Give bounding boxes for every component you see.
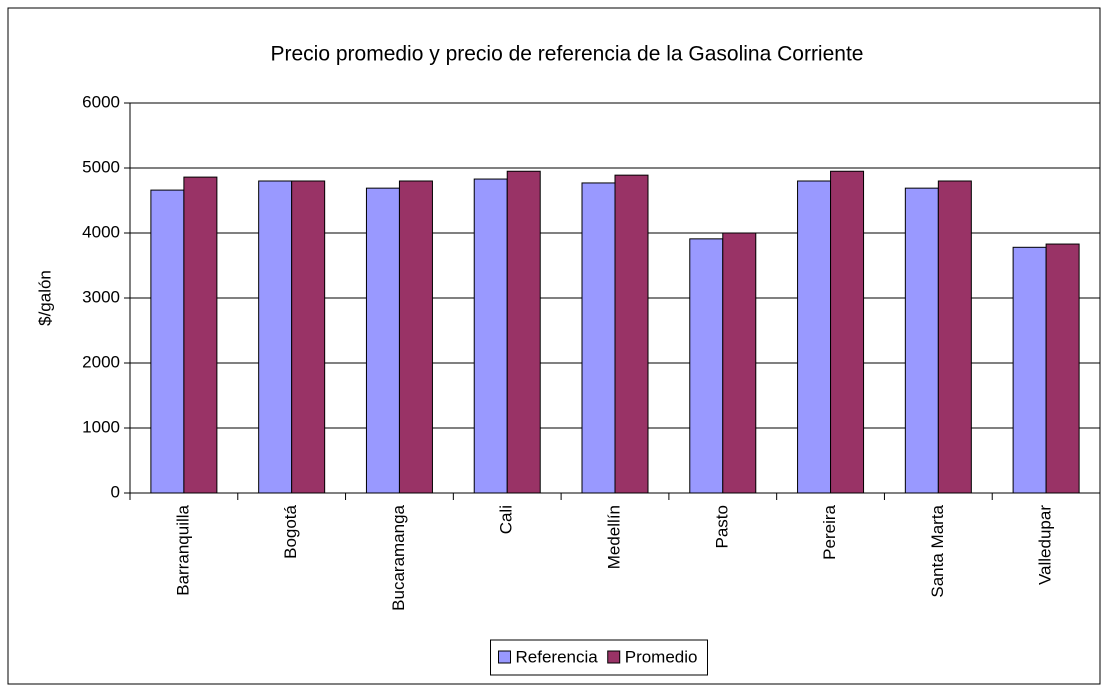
x-tick-label: Pasto (712, 505, 731, 548)
legend-label: Referencia (516, 647, 599, 666)
bar (150, 189, 185, 494)
x-tick-label: Cali (497, 505, 516, 534)
bar (937, 180, 972, 494)
y-tick-label: 2000 (82, 352, 120, 371)
bar (291, 180, 326, 494)
bar (1012, 246, 1047, 494)
y-tick-label: 4000 (82, 222, 120, 241)
bar (614, 174, 649, 494)
bar (722, 232, 757, 494)
bar (473, 178, 508, 494)
legend: Referencia Promedio (490, 639, 708, 676)
x-tick-label: Pereira (820, 504, 839, 559)
bar (183, 176, 218, 494)
bar (398, 180, 433, 494)
bar (1045, 243, 1080, 494)
x-tick-label: Medellín (604, 505, 623, 569)
legend-box (490, 639, 708, 676)
bar (904, 187, 939, 494)
y-tick-label: 6000 (82, 92, 120, 111)
x-tick-label: Valledupar (1036, 505, 1055, 585)
y-tick-label: 0 (111, 482, 120, 501)
bar (797, 180, 832, 494)
y-tick-label: 1000 (82, 417, 120, 436)
x-tick-label: Barranquilla (173, 504, 192, 595)
y-axis-label: $/galón (35, 270, 54, 326)
bar (581, 182, 616, 494)
y-tick-label: 3000 (82, 287, 120, 306)
x-tick-label: Bogotá (281, 504, 300, 558)
x-tick-label: Santa Marta (928, 504, 947, 597)
legend-swatch (498, 650, 512, 664)
x-tick-label: Bucaramanga (389, 504, 408, 610)
bar (365, 187, 400, 494)
bar (689, 238, 724, 494)
legend-swatch (607, 650, 621, 664)
y-tick-label: 5000 (82, 157, 120, 176)
bar (830, 170, 865, 494)
legend-label: Promedio (625, 647, 698, 666)
chart-title: Precio promedio y precio de referencia d… (271, 43, 864, 66)
bar (258, 180, 293, 494)
bar (506, 170, 541, 494)
